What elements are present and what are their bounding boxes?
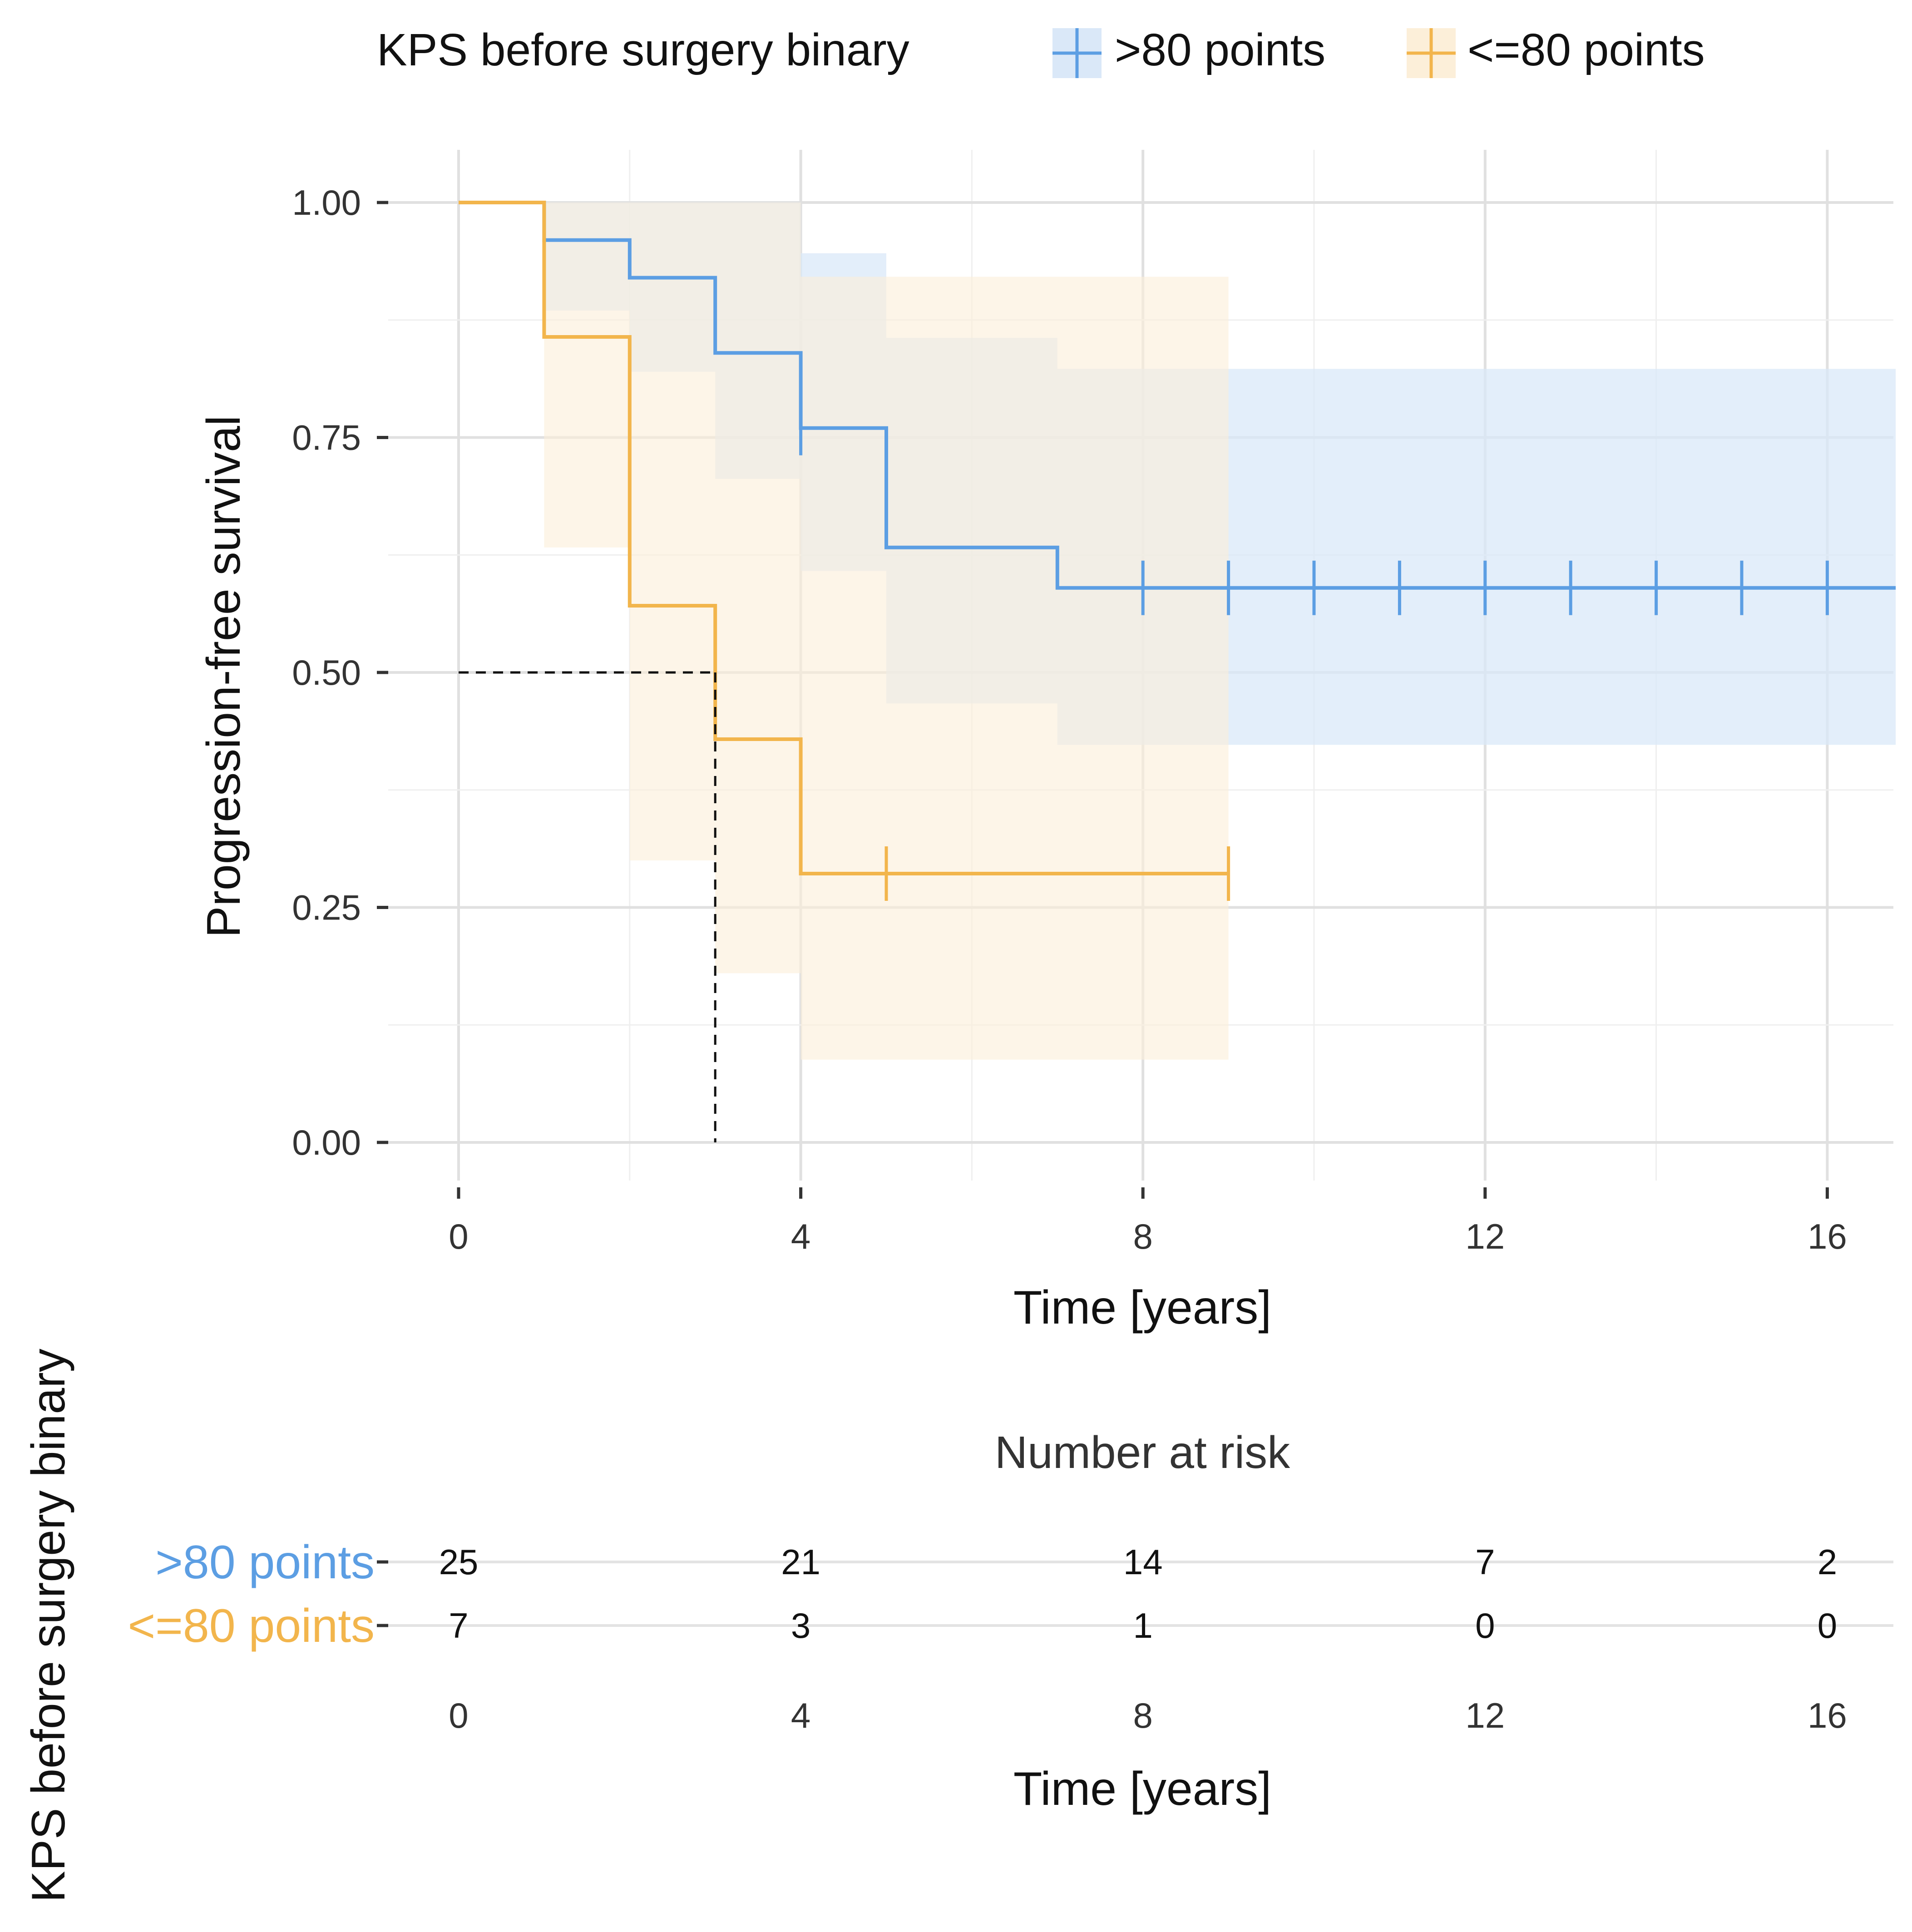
risk-table-rows: >80 points 25 21 14 7 2 <=80 points 7 3 1 0 0 [128, 1536, 1837, 1652]
x-tick-label: 8 [1133, 1216, 1153, 1256]
risk-table: Number at risk KPS before surgery binary… [22, 1349, 1893, 1902]
y-tick-label: 0.25 [292, 888, 361, 928]
risk-x-tick-label: 12 [1465, 1695, 1505, 1735]
risk-count: 1 [1133, 1606, 1153, 1645]
risk-x-tick-label: 0 [449, 1695, 468, 1735]
legend-label-high: >80 points [1115, 25, 1325, 75]
risk-table-y-title: KPS before surgery binary [22, 1349, 75, 1902]
risk-count: 21 [781, 1542, 820, 1582]
legend-label-low: <=80 points [1467, 25, 1705, 75]
survival-curve-low [459, 201, 1229, 875]
risk-row-label: >80 points [155, 1536, 375, 1589]
risk-count: 7 [449, 1606, 468, 1645]
x-tick-label: 16 [1808, 1216, 1847, 1256]
risk-count: 2 [1818, 1542, 1837, 1582]
y-tick-label: 0.50 [292, 652, 361, 692]
legend-key-high [1052, 28, 1102, 78]
x-axis-title: Time [years] [1013, 1281, 1271, 1334]
x-axis: 0 4 8 12 16 [449, 1187, 1847, 1256]
risk-count: 0 [1818, 1606, 1837, 1645]
legend: KPS before surgery binary >80 points <=8… [377, 25, 1705, 78]
y-tick-label: 1.00 [292, 183, 361, 222]
risk-count: 7 [1475, 1542, 1495, 1582]
risk-x-tick-label: 4 [791, 1695, 810, 1735]
legend-title: KPS before surgery binary [377, 25, 909, 75]
y-tick-label: 0.75 [292, 418, 361, 458]
risk-row-label: <=80 points [128, 1600, 375, 1652]
ci-band-low [459, 203, 1229, 1060]
risk-table-grid [388, 1561, 1893, 1627]
x-tick-label: 4 [791, 1216, 810, 1256]
risk-table-x-title: Time [years] [1013, 1763, 1271, 1815]
risk-count: 3 [791, 1606, 810, 1645]
confidence-bands [459, 203, 1896, 1060]
x-tick-label: 0 [449, 1216, 468, 1256]
risk-count: 0 [1475, 1606, 1495, 1645]
survival-plot: 0.00 0.25 0.50 0.75 1.00 0 4 8 12 16 [292, 150, 1896, 1256]
risk-count: 14 [1123, 1542, 1163, 1582]
y-axis: 0.00 0.25 0.50 0.75 1.00 [292, 183, 388, 1162]
y-tick-label: 0.00 [292, 1122, 361, 1162]
y-axis-title: Progression-free survival [198, 415, 250, 938]
median-lines [459, 671, 716, 1142]
risk-table-x-axis: 0 4 8 12 16 [449, 1695, 1847, 1735]
survival-curves [459, 201, 1896, 875]
survival-curve-high [459, 201, 1896, 590]
legend-key-low [1407, 28, 1456, 78]
risk-x-tick-label: 8 [1133, 1695, 1153, 1735]
risk-count: 25 [439, 1542, 479, 1582]
risk-x-tick-label: 16 [1808, 1695, 1847, 1735]
censor-marks [799, 400, 1829, 901]
risk-table-title: Number at risk [995, 1427, 1290, 1478]
x-tick-label: 12 [1465, 1216, 1505, 1256]
